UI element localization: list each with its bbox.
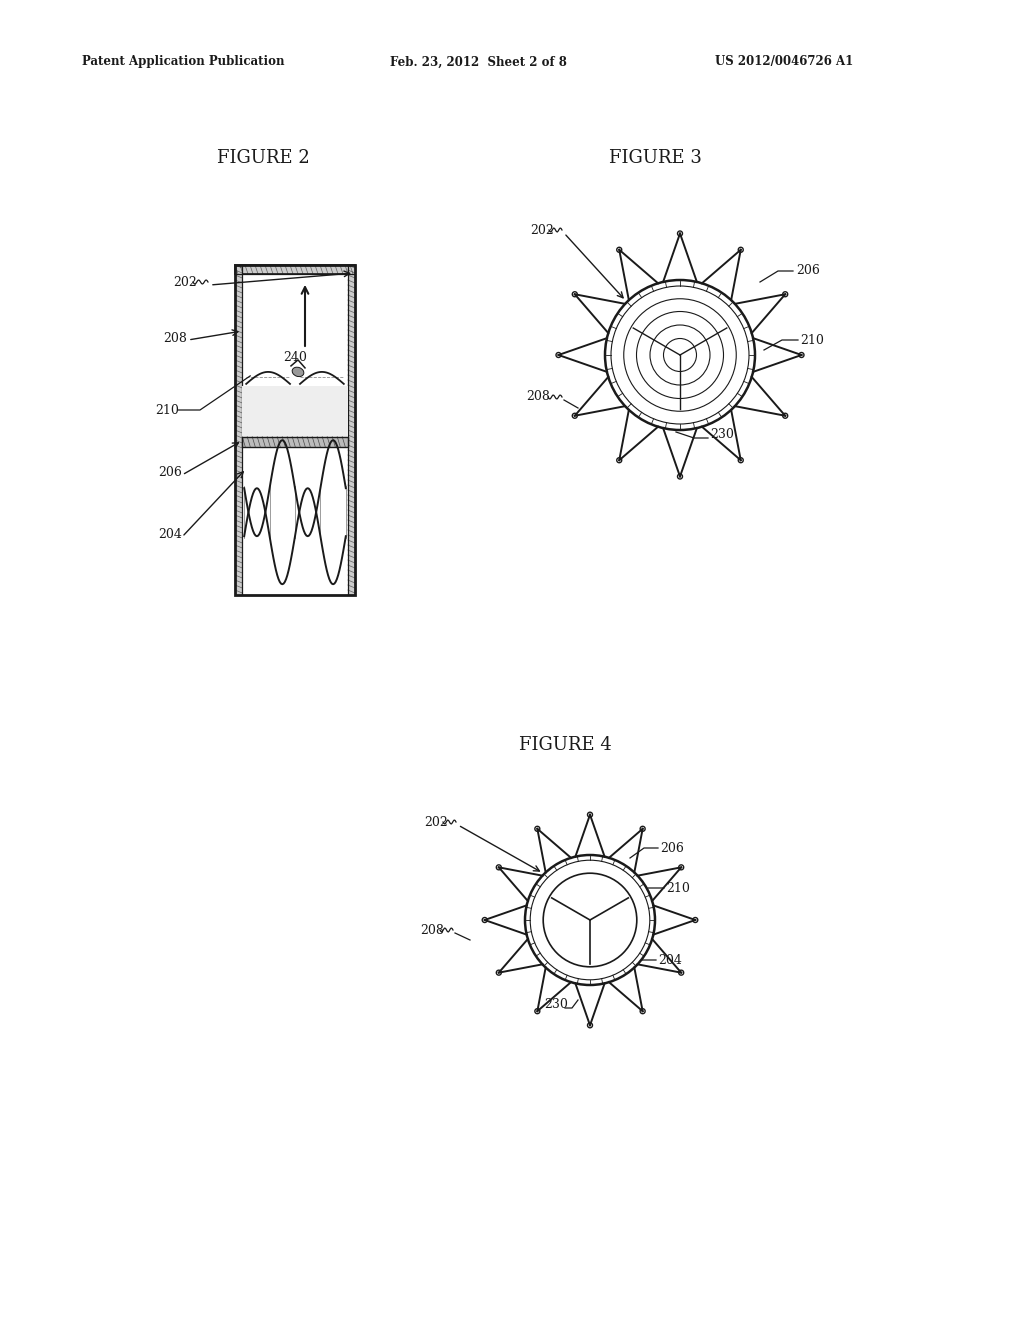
Text: 202: 202 xyxy=(530,223,554,236)
Text: FIGURE 2: FIGURE 2 xyxy=(217,149,309,168)
Polygon shape xyxy=(234,265,355,275)
Text: 206: 206 xyxy=(660,842,684,854)
Text: 240: 240 xyxy=(283,351,307,364)
Text: 210: 210 xyxy=(666,882,690,895)
Text: FIGURE 3: FIGURE 3 xyxy=(608,149,701,168)
Text: Feb. 23, 2012  Sheet 2 of 8: Feb. 23, 2012 Sheet 2 of 8 xyxy=(390,55,567,69)
Text: 206: 206 xyxy=(158,466,182,479)
Text: 202: 202 xyxy=(424,816,447,829)
Circle shape xyxy=(543,874,637,966)
Text: 204: 204 xyxy=(658,953,682,966)
Text: 210: 210 xyxy=(800,334,824,346)
Polygon shape xyxy=(234,265,243,595)
Text: 230: 230 xyxy=(544,998,568,1011)
Text: 208: 208 xyxy=(420,924,443,936)
Text: 208: 208 xyxy=(163,331,186,345)
Polygon shape xyxy=(243,385,348,437)
Text: US 2012/0046726 A1: US 2012/0046726 A1 xyxy=(715,55,853,69)
Polygon shape xyxy=(243,437,348,446)
Circle shape xyxy=(605,280,755,430)
Text: 204: 204 xyxy=(158,528,182,541)
Text: 208: 208 xyxy=(526,391,550,404)
Text: 202: 202 xyxy=(173,276,197,289)
Text: FIGURE 4: FIGURE 4 xyxy=(518,737,611,754)
Ellipse shape xyxy=(292,367,304,376)
Polygon shape xyxy=(244,449,346,586)
Polygon shape xyxy=(243,275,348,437)
Text: 210: 210 xyxy=(155,404,179,417)
Text: 230: 230 xyxy=(710,429,734,441)
Text: Patent Application Publication: Patent Application Publication xyxy=(82,55,285,69)
Polygon shape xyxy=(348,265,355,595)
Text: 206: 206 xyxy=(796,264,820,277)
Circle shape xyxy=(525,855,655,985)
